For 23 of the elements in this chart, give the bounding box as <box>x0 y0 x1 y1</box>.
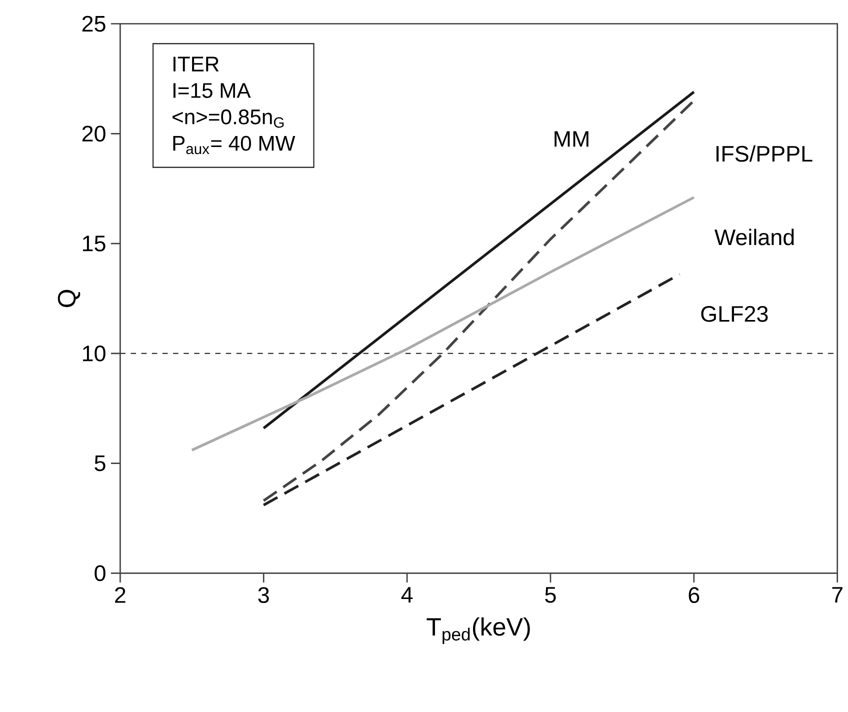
annotation: ITER <box>173 56 219 72</box>
y-tick-label: 25 <box>82 16 106 32</box>
y-tick-label: 5 <box>94 456 106 472</box>
x-tick-label: 6 <box>688 587 700 604</box>
y-axis-title: Q <box>58 290 80 308</box>
annotation: P$_{aux}$= 40 MW <box>173 136 296 154</box>
series-label: GLF23 <box>701 306 768 322</box>
x-tick-label: 5 <box>545 587 556 603</box>
y-tick-label: 10 <box>83 346 106 362</box>
x-tick-label: 4 <box>401 587 413 603</box>
x-axis-title: T$_{ped}$(keV) <box>426 617 530 644</box>
annotation: <n>=0.85n$_{G}$ <box>172 109 284 128</box>
series-label: MM <box>554 131 588 147</box>
x-tick-label: 2 <box>115 587 126 603</box>
y-tick-label: 20 <box>82 126 106 142</box>
line-series <box>190 196 696 452</box>
annotation: I=15 MA <box>173 83 251 98</box>
text: IFS/PPPL <box>716 145 812 162</box>
series-label: Weiland <box>714 228 794 246</box>
y-tick-label: 15 <box>83 236 106 252</box>
y-tick-label: 0 <box>94 565 106 582</box>
x-tick-label: 3 <box>258 587 269 604</box>
x-tick-label: 7 <box>832 587 842 603</box>
